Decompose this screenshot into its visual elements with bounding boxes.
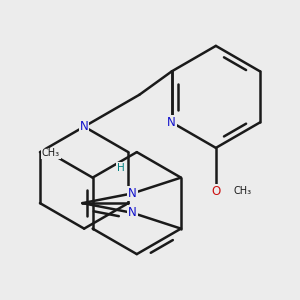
Text: N: N <box>128 187 137 200</box>
Text: N: N <box>167 116 176 129</box>
Text: O: O <box>211 185 220 198</box>
Text: CH₃: CH₃ <box>233 186 251 196</box>
Text: CH₃: CH₃ <box>42 148 60 158</box>
Text: H: H <box>117 163 125 173</box>
Text: N: N <box>128 206 137 219</box>
Text: N: N <box>80 120 88 133</box>
